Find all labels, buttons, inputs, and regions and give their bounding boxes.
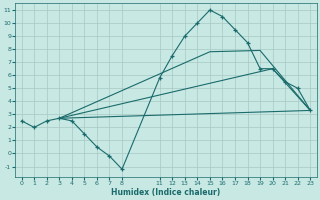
X-axis label: Humidex (Indice chaleur): Humidex (Indice chaleur) [111, 188, 220, 197]
